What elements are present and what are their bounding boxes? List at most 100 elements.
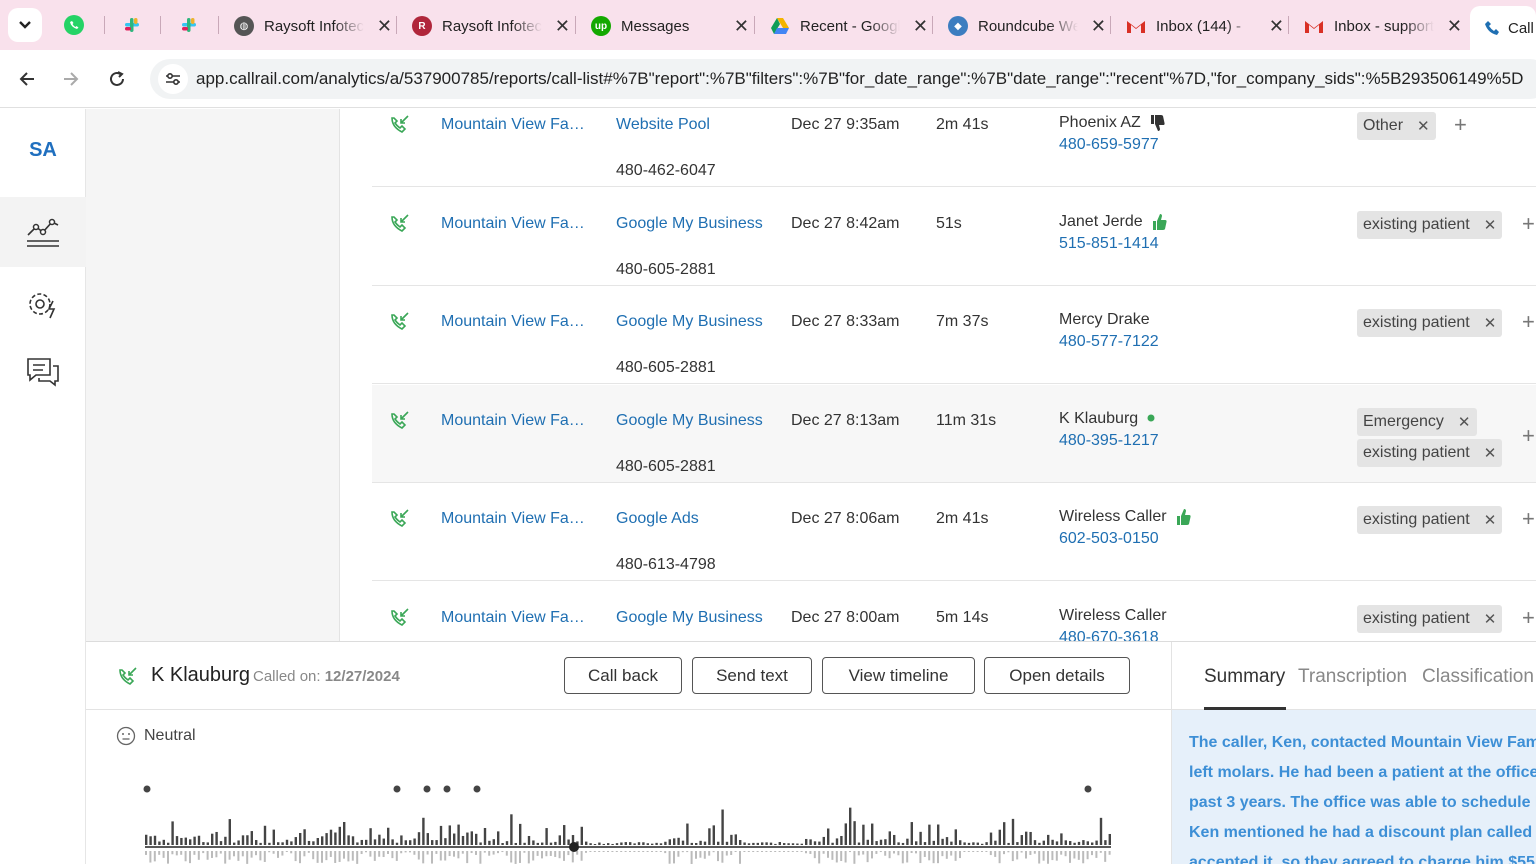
close-icon[interactable]: ✕	[1446, 16, 1462, 36]
browser-tab-6[interactable]: Inbox (144) - ✕	[1110, 6, 1288, 46]
source-link[interactable]: Google My Business	[616, 214, 763, 232]
waveform-bar	[479, 842, 482, 845]
call-row[interactable]: Mountain View Fa… Google My Business 480-6…	[372, 286, 1536, 384]
tab-classification[interactable]: Classification	[1422, 666, 1534, 687]
address-bar[interactable]: app.callrail.com/analytics/a/537900785/r…	[150, 59, 1536, 99]
add-tag-icon[interactable]: +	[1522, 604, 1535, 630]
summary-line: The caller, Ken, contacted Mountain View…	[1189, 734, 1536, 751]
remove-tag-icon[interactable]: ✕	[1483, 444, 1497, 462]
waveform-bar	[448, 851, 451, 857]
call-row[interactable]: Mountain View Fa… Google My Business 480-6…	[372, 188, 1536, 286]
remove-tag-icon[interactable]: ✕	[1483, 512, 1497, 529]
company-link[interactable]: Mountain View Fa…	[441, 411, 585, 429]
remove-tag-icon[interactable]: ✕	[1457, 413, 1471, 431]
waveform-bar	[228, 851, 231, 860]
waveform-bar	[395, 851, 398, 861]
waveform-bar	[1091, 842, 1094, 845]
waveform-bar	[1047, 851, 1049, 864]
close-icon[interactable]: ✕	[1090, 16, 1106, 36]
speaker-marker[interactable]	[473, 785, 481, 793]
remove-tag-icon[interactable]: ✕	[1483, 216, 1497, 234]
browser-tab-7[interactable]: Inbox - support ✕	[1288, 6, 1466, 46]
add-tag-icon[interactable]: +	[1522, 210, 1535, 236]
waveform-bar	[879, 851, 882, 853]
speaker-marker[interactable]	[423, 785, 431, 793]
company-link[interactable]: Mountain View Fa…	[441, 214, 585, 232]
company-link[interactable]: Mountain View Fa…	[441, 510, 585, 527]
browser-tab-3[interactable]: up Messages ✕	[575, 6, 753, 46]
remove-tag-icon[interactable]: ✕	[1417, 118, 1430, 135]
browser-tab-active[interactable]: Call	[1470, 6, 1536, 50]
waveform-bar	[1033, 840, 1037, 845]
add-tag-icon[interactable]: +	[1522, 422, 1535, 448]
reload-button[interactable]	[102, 64, 132, 94]
close-icon[interactable]: ✕	[912, 16, 928, 36]
caller-phone-link[interactable]: 480-670-3618	[1059, 628, 1159, 642]
account-avatar[interactable]: SA	[29, 139, 57, 161]
call-summary: The caller, Ken, contacted Mountain View…	[1172, 710, 1536, 864]
view-timeline-button[interactable]: View timeline	[822, 657, 975, 694]
back-button[interactable]	[12, 64, 42, 94]
source-link[interactable]: Google My Business	[616, 411, 763, 429]
send-text-button[interactable]: Send text	[692, 657, 812, 694]
pinned-tab-slack-2[interactable]	[173, 9, 205, 41]
close-icon[interactable]: ✕	[733, 16, 749, 36]
browser-tab-5[interactable]: ◆ Roundcube Webmail ✕	[932, 6, 1110, 46]
waveform-bar	[695, 851, 697, 859]
tab-transcription[interactable]: Transcription	[1298, 666, 1408, 687]
source-link[interactable]: Google My Business	[616, 608, 763, 626]
browser-tab-2[interactable]: R Raysoft Infotech ✕	[396, 6, 574, 46]
source-link[interactable]: Google Ads	[616, 510, 699, 527]
browser-tab-1[interactable]: ◍ Raysoft Infotech ✕	[218, 6, 396, 46]
call-back-button[interactable]: Call back	[564, 657, 682, 694]
tab-search-button[interactable]	[8, 8, 42, 42]
waveform-bar	[180, 837, 183, 845]
caller-phone-link[interactable]: 480-577-7122	[1059, 333, 1159, 350]
caller-phone-link[interactable]: 602-503-0150	[1059, 530, 1159, 547]
caller-phone-link[interactable]: 480-395-1217	[1059, 431, 1159, 449]
source-link[interactable]: Website Pool	[616, 116, 710, 133]
call-row[interactable]: Mountain View Fa… Google My Business 480-6…	[372, 384, 1536, 483]
speaker-marker[interactable]	[143, 785, 151, 793]
site-info-button[interactable]	[158, 64, 188, 94]
call-row[interactable]: Mountain View Fa… Website Pool 480-462-604…	[372, 109, 1536, 187]
company-link[interactable]: Mountain View Fa…	[441, 313, 585, 330]
tab-summary[interactable]: Summary	[1204, 666, 1286, 687]
waveform-bar	[312, 841, 315, 845]
pinned-tab-whatsapp[interactable]	[58, 9, 90, 41]
company-link[interactable]: Mountain View Fa…	[441, 608, 585, 626]
add-tag-icon[interactable]: +	[1522, 506, 1535, 531]
caller-phone-link[interactable]: 515-851-1414	[1059, 234, 1159, 252]
remove-tag-icon[interactable]: ✕	[1483, 610, 1497, 628]
close-icon[interactable]: ✕	[376, 16, 392, 36]
nav-analytics[interactable]	[0, 197, 86, 267]
waveform-bar	[967, 851, 970, 852]
waveform-bar	[404, 851, 407, 853]
add-tag-icon[interactable]: +	[1454, 112, 1467, 137]
call-row[interactable]: Mountain View Fa… Google Ads 480-613-4798 D…	[372, 483, 1536, 581]
waveform-bar	[708, 828, 711, 845]
add-tag-icon[interactable]: +	[1522, 309, 1535, 334]
nav-conversations[interactable]	[0, 337, 86, 407]
close-icon[interactable]: ✕	[554, 16, 570, 36]
nav-settings[interactable]	[0, 269, 86, 339]
browser-tab-4[interactable]: Recent - Google Drive ✕	[754, 6, 932, 46]
remove-tag-icon[interactable]: ✕	[1483, 315, 1497, 332]
active-tab-indicator	[1204, 707, 1286, 710]
speaker-marker[interactable]	[1084, 785, 1092, 793]
source-link[interactable]: Google My Business	[616, 313, 763, 330]
company-link[interactable]: Mountain View Fa…	[441, 116, 585, 133]
call-row[interactable]: Mountain View Fa… Google My Business Dec 2…	[372, 582, 1536, 642]
speaker-marker[interactable]	[443, 785, 451, 793]
pinned-tab-slack-1[interactable]	[116, 9, 148, 41]
audio-waveform[interactable]	[141, 772, 1116, 864]
browser-toolbar: app.callrail.com/analytics/a/537900785/r…	[0, 50, 1536, 108]
caller-phone-link[interactable]: 480-659-5977	[1059, 136, 1159, 153]
waveform-bar	[527, 851, 530, 864]
waveform-bar	[809, 839, 812, 845]
open-details-button[interactable]: Open details	[984, 657, 1130, 694]
playhead-handle[interactable]	[569, 842, 579, 852]
forward-button[interactable]	[56, 64, 86, 94]
speaker-marker[interactable]	[393, 785, 401, 793]
close-icon[interactable]: ✕	[1268, 16, 1284, 36]
